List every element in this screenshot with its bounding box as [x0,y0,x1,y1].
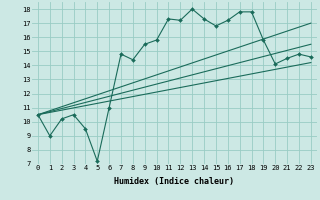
X-axis label: Humidex (Indice chaleur): Humidex (Indice chaleur) [115,177,234,186]
